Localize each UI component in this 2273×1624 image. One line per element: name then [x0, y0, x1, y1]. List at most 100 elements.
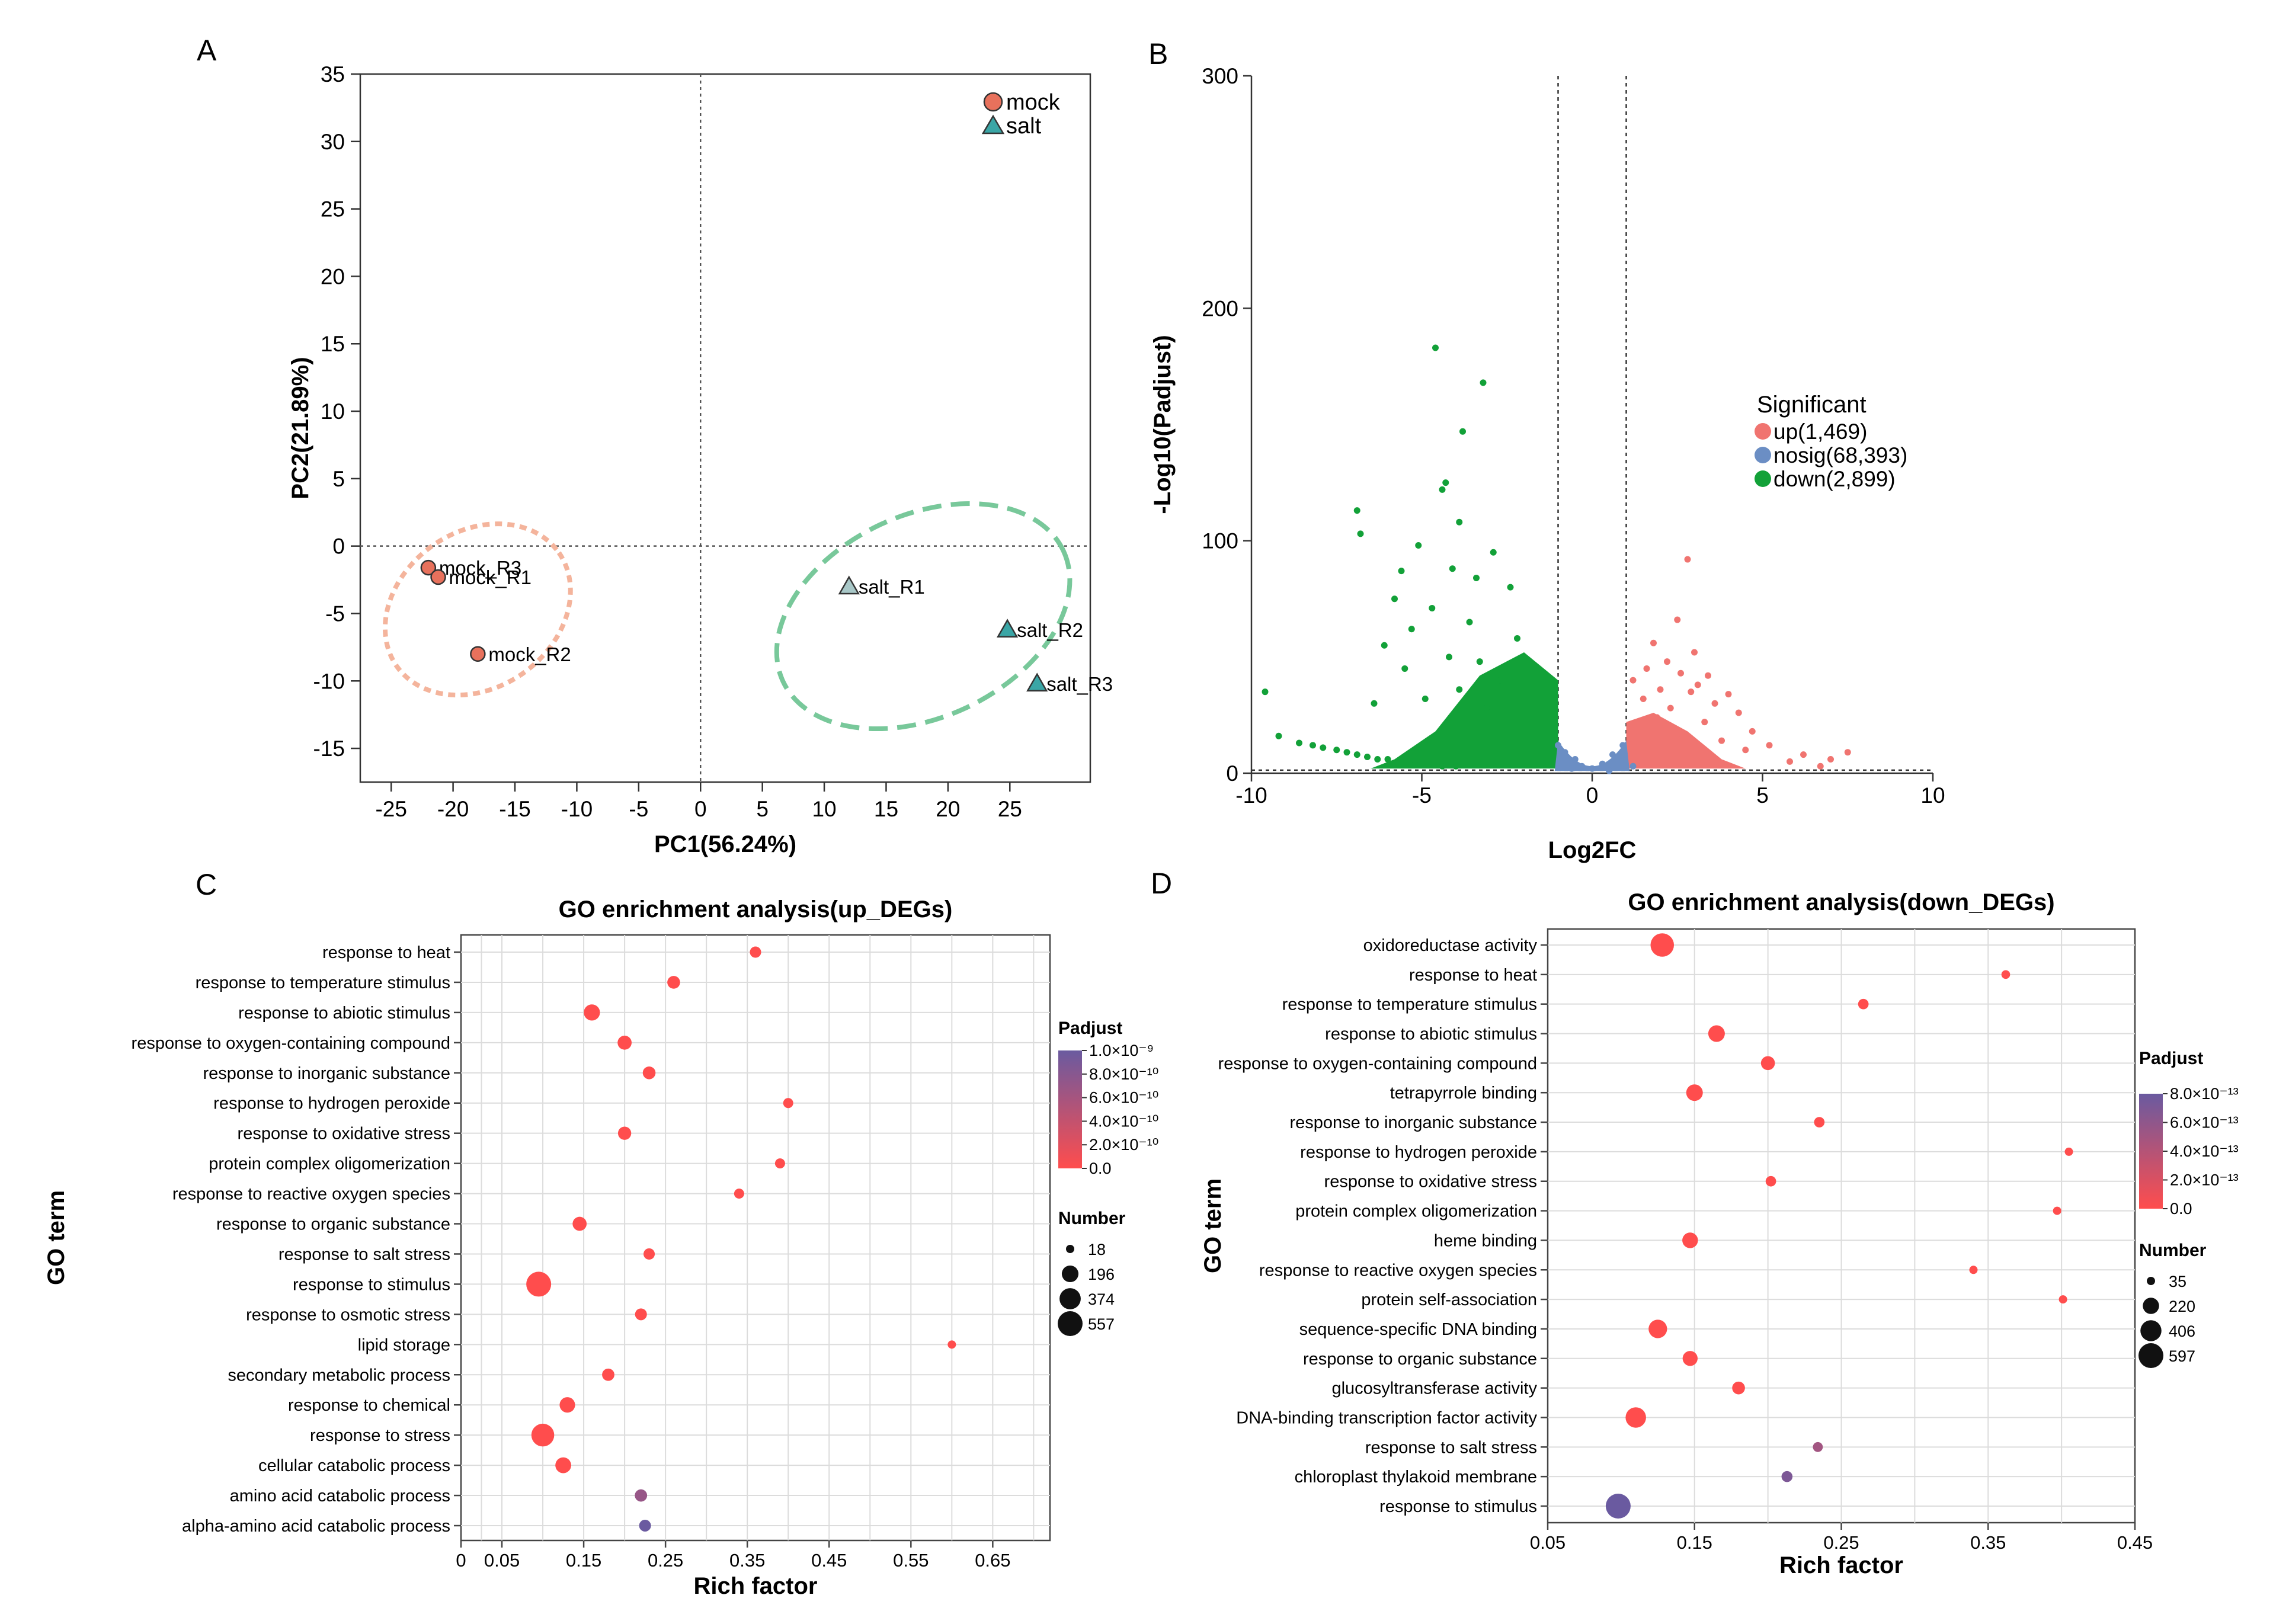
volcano-point-down — [1398, 758, 1405, 765]
go-down-term-label: sequence-specific DNA binding — [1299, 1320, 1537, 1339]
go-up-bubble — [617, 1126, 632, 1140]
go-down-color-legend-title: Padjust — [2139, 1049, 2203, 1068]
go-down-term-label: heme binding — [1434, 1231, 1537, 1250]
pca-x-tick-label: 10 — [812, 797, 836, 821]
go-up-frame — [460, 934, 1051, 1542]
go-up-bubble — [734, 1189, 744, 1199]
go-down-term-label: response to heat — [1409, 966, 1537, 985]
go-up-size-legend-label: 557 — [1088, 1315, 1115, 1333]
volcano-x-tick-label: -10 — [1235, 783, 1267, 808]
go-down-term-label: response to oxidative stress — [1324, 1173, 1537, 1191]
go-up-size-legend-title: Number — [1058, 1209, 1126, 1228]
go-down-term-label: response to temperature stimulus — [1282, 995, 1537, 1014]
panel-letter-d: D — [1151, 867, 1172, 900]
pca-point-label: mock_R1 — [449, 566, 532, 588]
go-down-size-legend-marker — [2140, 1320, 2162, 1341]
pca-point-mock_R1 — [430, 569, 446, 585]
go-up-bubble — [642, 1066, 656, 1080]
volcano-point-down — [1432, 344, 1439, 351]
volcano-point-up — [1691, 649, 1698, 656]
volcano-point-down — [1401, 665, 1408, 672]
volcano-legend-marker — [1755, 447, 1771, 463]
go-down-x-tick-label: 0.35 — [1970, 1532, 2006, 1553]
go-up-term-label: response to reactive oxygen species — [172, 1185, 450, 1204]
volcano-point-up — [1684, 556, 1691, 563]
go-down-term-label: response to reactive oxygen species — [1259, 1261, 1537, 1280]
go-down-bubble — [1625, 1407, 1646, 1428]
go-up-bubble — [783, 1098, 793, 1109]
go-down-bubble — [1858, 998, 1869, 1010]
volcano-point-down — [1452, 763, 1459, 770]
volcano-point-nosig — [1579, 763, 1586, 770]
go-down-bubble — [1708, 1025, 1725, 1042]
volcano-point-down — [1473, 574, 1480, 581]
go-up-bubble — [635, 1308, 647, 1321]
go-down-term-label: response to stimulus — [1379, 1497, 1537, 1516]
go-down-color-bar-label: 4.0×10⁻¹³ — [2170, 1142, 2239, 1160]
go-down-size-legend-marker — [2138, 1343, 2163, 1368]
volcano-point-nosig — [1609, 751, 1616, 758]
volcano-point-down — [1514, 635, 1520, 642]
pca-y-tick-label: 0 — [332, 534, 345, 559]
pca-y-tick-label: 10 — [321, 399, 345, 424]
go-down-bubble — [2001, 970, 2011, 979]
volcano-point-up — [1650, 639, 1657, 646]
go-up-size-legend-marker — [1059, 1288, 1081, 1309]
go-up-y-axis-title: GO term — [43, 1190, 69, 1285]
volcano-point-nosig — [1571, 755, 1579, 763]
volcano-y-tick-label: 300 — [1202, 64, 1238, 88]
go-up-color-bar-label: 4.0×10⁻¹⁰ — [1089, 1112, 1158, 1130]
pca-x-tick-label: 20 — [936, 797, 960, 821]
volcano-point-down — [1391, 595, 1398, 603]
volcano-point-up — [1705, 672, 1711, 679]
volcano-point-up — [1694, 681, 1701, 688]
pca-point-salt_R2 — [996, 619, 1019, 638]
go-up-bubble — [750, 946, 761, 958]
volcano-point-up — [1667, 704, 1674, 712]
go-up-x-tick-label: 0.45 — [811, 1550, 847, 1571]
pca-y-tick-label: 20 — [321, 264, 345, 289]
go-up-term-label: response to temperature stimulus — [196, 973, 450, 992]
volcano-point-down — [1429, 604, 1436, 611]
go-up-term-label: response to stimulus — [293, 1275, 450, 1294]
volcano-legend-label: up(1,469) — [1773, 419, 1867, 444]
pca-y-tick-label: 25 — [321, 197, 345, 222]
go-up-x-tick-label: 0.25 — [648, 1550, 683, 1571]
pca-plot: -25 -20 -15 -10 -5 0 5 10 15 20 25 35 30 25 20 15 10 5 0 -5… — [287, 62, 1113, 857]
pca-x-tick-label: 15 — [874, 797, 898, 821]
volcano-plot: 0 100 200 300 -10 -5 0 5 10 Log2FC -Log10(Padjust)… — [1150, 64, 1945, 863]
go-up-term-label: response to stress — [310, 1426, 450, 1445]
pca-legend-marker-mock — [983, 92, 1003, 112]
go-bubble-plot-up: response to heat response to temperature … — [43, 896, 1158, 1599]
go-down-x-axis-title: Rich factor — [1779, 1552, 1903, 1578]
volcano-point-down — [1343, 749, 1350, 756]
volcano-point-down — [1275, 732, 1282, 739]
volcano-point-down — [1459, 428, 1466, 435]
go-down-bubble — [1814, 1117, 1825, 1127]
volcano-point-up — [1735, 709, 1742, 716]
volcano-point-down — [1371, 700, 1378, 707]
go-up-bubble — [947, 1340, 956, 1349]
pca-x-tick-label: -20 — [437, 797, 469, 821]
volcano-point-up — [1664, 658, 1670, 665]
go-up-term-label: lipid storage — [358, 1335, 450, 1354]
volcano-point-up — [1688, 688, 1695, 696]
pca-ellipse-mock — [382, 521, 573, 698]
go-down-bubble — [1781, 1471, 1793, 1482]
volcano-point-up — [1701, 719, 1708, 726]
go-up-title: GO enrichment analysis(up_DEGs) — [559, 896, 953, 922]
volcano-point-up — [1787, 758, 1793, 765]
go-down-color-bar-label: 2.0×10⁻¹³ — [2170, 1171, 2239, 1189]
volcano-point-up — [1674, 616, 1681, 623]
volcano-point-up — [1749, 728, 1756, 735]
volcano-point-down — [1353, 507, 1360, 514]
pca-y-tick-label: 5 — [332, 467, 345, 491]
volcano-point-up — [1677, 670, 1684, 677]
pca-point-salt_R3 — [1026, 672, 1048, 692]
go-down-color-bar-label: 8.0×10⁻¹³ — [2170, 1085, 2239, 1103]
volcano-point-nosig — [1555, 742, 1561, 749]
volcano-point-up — [1742, 747, 1749, 754]
go-down-size-legend-label: 220 — [2169, 1298, 2195, 1315]
volcano-point-down — [1357, 530, 1364, 537]
